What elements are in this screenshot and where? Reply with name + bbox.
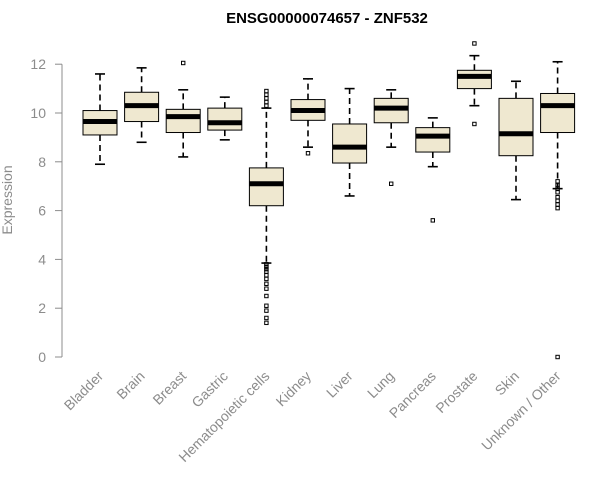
box-iqr: [540, 92, 576, 134]
outlier-point: [264, 308, 269, 313]
box-kidney: [290, 78, 326, 156]
outlier-point: [430, 218, 436, 223]
box-lung: [373, 89, 409, 186]
y-tick-label: 6: [38, 203, 46, 219]
box-iqr: [498, 97, 534, 157]
outlier-point: [264, 315, 269, 321]
box-breast: [165, 60, 201, 158]
chart-title: ENSG00000074657 - ZNF532: [226, 10, 428, 27]
outlier-point: [181, 60, 186, 66]
outlier-point: [264, 286, 269, 291]
box-iqr: [415, 127, 451, 153]
box-gastric: [207, 96, 243, 141]
box-skin: [498, 80, 534, 201]
x-category-label: Breast: [149, 368, 189, 408]
outlier-point: [472, 121, 477, 127]
x-category-label: Prostate: [432, 368, 480, 416]
box-iqr: [332, 123, 368, 164]
outlier-point: [264, 262, 269, 267]
box-liver: [332, 87, 368, 197]
x-category-label: Bladder: [61, 368, 107, 414]
outlier-point: [555, 202, 560, 207]
y-axis: 0 2 4 6 8 10 12: [30, 56, 63, 365]
outlier-point: [555, 354, 560, 360]
outlier-point: [264, 99, 269, 105]
outlier-point: [264, 293, 269, 299]
box-hematopoietic-cells: [248, 88, 284, 326]
box-pancreas: [415, 117, 451, 223]
outlier-point: [555, 198, 560, 204]
y-tick-label: 0: [38, 349, 46, 365]
y-axis-label: Expression: [0, 165, 15, 234]
y-tick-label: 4: [38, 251, 46, 267]
outlier-point: [472, 41, 477, 46]
outlier-point: [264, 266, 269, 272]
outlier-point: [264, 96, 269, 101]
outlier-point: [264, 88, 269, 94]
x-category-label: Liver: [323, 368, 356, 401]
box-iqr: [207, 107, 243, 131]
outlier-point: [555, 205, 560, 211]
y-tick-label: 10: [30, 105, 46, 121]
box-series: [82, 41, 576, 360]
y-tick-label: 8: [38, 154, 46, 170]
outlier-point: [305, 151, 311, 156]
box-iqr: [165, 108, 201, 134]
outlier-point: [264, 269, 269, 274]
outlier-point: [555, 179, 560, 184]
outlier-point: [264, 273, 269, 278]
y-tick-label: 12: [30, 56, 46, 72]
outlier-point: [264, 320, 269, 326]
x-category-label: Kidney: [273, 368, 315, 410]
x-category-label: Lung: [364, 368, 397, 401]
outlier-point: [389, 181, 394, 186]
box-brain: [124, 67, 160, 144]
outlier-point: [264, 264, 269, 269]
outlier-point: [264, 92, 269, 97]
box-bladder: [82, 73, 118, 166]
x-category-label: Unknown / Other: [478, 368, 564, 454]
outlier-point: [555, 194, 560, 200]
outlier-point: [264, 303, 269, 308]
box-iqr: [248, 167, 284, 207]
x-category-label: Skin: [492, 368, 523, 399]
x-category-label: Brain: [113, 368, 147, 402]
outlier-point: [264, 103, 269, 108]
y-tick-label: 2: [38, 300, 46, 316]
box-unknown-other: [540, 60, 576, 360]
box-prostate: [456, 41, 492, 127]
outlier-point: [264, 276, 269, 282]
box-iqr: [456, 69, 492, 90]
outlier-point: [264, 281, 269, 287]
outlier-point: [555, 190, 560, 195]
